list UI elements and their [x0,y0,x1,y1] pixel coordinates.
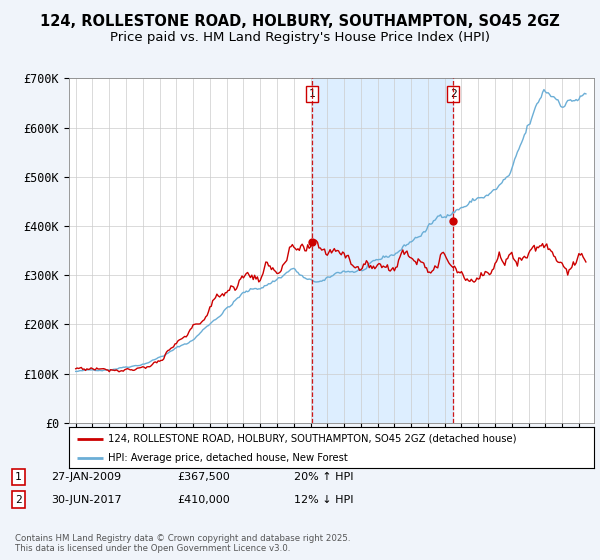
Text: 124, ROLLESTONE ROAD, HOLBURY, SOUTHAMPTON, SO45 2GZ: 124, ROLLESTONE ROAD, HOLBURY, SOUTHAMPT… [40,14,560,29]
Text: Price paid vs. HM Land Registry's House Price Index (HPI): Price paid vs. HM Land Registry's House … [110,31,490,44]
Text: Contains HM Land Registry data © Crown copyright and database right 2025.
This d: Contains HM Land Registry data © Crown c… [15,534,350,553]
Text: 1: 1 [308,88,315,99]
Text: HPI: Average price, detached house, New Forest: HPI: Average price, detached house, New … [109,452,348,463]
Text: 1: 1 [15,472,22,482]
Text: £367,500: £367,500 [177,472,230,482]
Text: 2: 2 [450,88,457,99]
Text: 27-JAN-2009: 27-JAN-2009 [51,472,121,482]
Text: 2: 2 [15,494,22,505]
Text: 12% ↓ HPI: 12% ↓ HPI [294,494,353,505]
Text: £410,000: £410,000 [177,494,230,505]
Text: 30-JUN-2017: 30-JUN-2017 [51,494,122,505]
Bar [312,78,453,423]
Text: 124, ROLLESTONE ROAD, HOLBURY, SOUTHAMPTON, SO45 2GZ (detached house): 124, ROLLESTONE ROAD, HOLBURY, SOUTHAMPT… [109,433,517,444]
Text: 20% ↑ HPI: 20% ↑ HPI [294,472,353,482]
